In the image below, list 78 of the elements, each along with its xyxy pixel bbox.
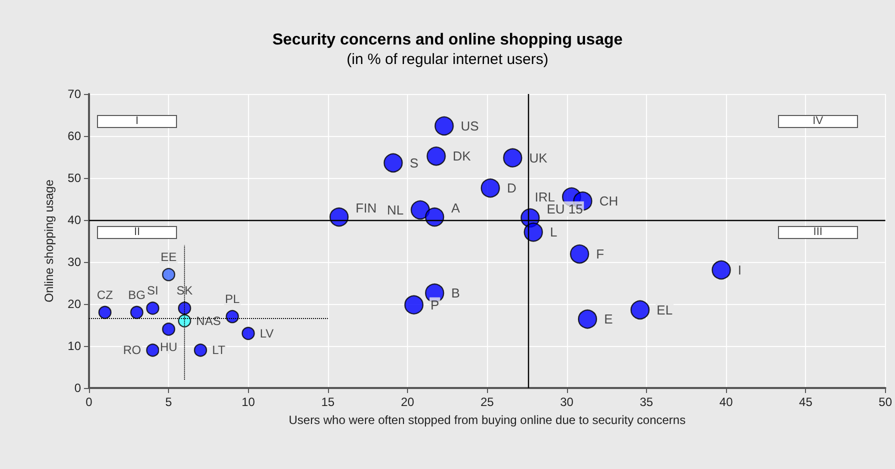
point (578, 310, 598, 329)
data-label: US (460, 118, 480, 134)
data-label: PL (224, 292, 240, 306)
data-label: BG (128, 288, 146, 302)
data-label: UK (529, 150, 548, 166)
data-label: RO (123, 343, 142, 358)
data-label: HU (160, 340, 178, 354)
data-label: NL (387, 202, 404, 218)
point (712, 260, 731, 280)
point (410, 200, 430, 220)
x-tick-label: 5 (165, 395, 172, 409)
x-tick-label: 20 (400, 395, 415, 409)
x-tick-label: 0 (86, 395, 93, 409)
data-label: A (451, 200, 460, 216)
label-box: III (778, 226, 858, 240)
data-label: FIN (356, 200, 377, 216)
x-tick-label: 30 (560, 395, 574, 409)
point (178, 302, 192, 315)
chart-title: Security concerns and online shopping usage (272, 32, 623, 48)
data-label: CH (599, 194, 618, 209)
data-label: P (430, 297, 440, 312)
chart-subtitle: (in % of regular internet users) (346, 51, 548, 68)
x-tick-label: 35 (640, 395, 654, 409)
point (130, 306, 144, 319)
point (194, 344, 208, 357)
point (404, 295, 424, 314)
point (434, 116, 454, 136)
data-label: EE (160, 250, 177, 264)
point (146, 344, 160, 357)
point (503, 148, 522, 168)
x-axis-title: Users who were often stopped from buying online due to security concerns (288, 413, 686, 427)
data-label: S (410, 155, 419, 170)
point (570, 244, 590, 264)
point (630, 300, 650, 320)
label-box: I (97, 114, 177, 128)
x-tick-label: 25 (480, 395, 494, 409)
data-label: I (738, 262, 742, 278)
data-label: LT (212, 343, 226, 358)
point (162, 268, 176, 282)
point (226, 310, 239, 324)
data-label: L (550, 224, 558, 240)
point (425, 207, 444, 227)
data-label: CZ (96, 288, 113, 302)
data-label: DK (452, 148, 472, 164)
label-box: IV (778, 114, 858, 128)
y-tick-label: 40 (68, 213, 82, 227)
y-tick-label: 60 (68, 129, 82, 143)
data-label: LV (260, 326, 274, 340)
point (384, 153, 403, 172)
y-tick-label: 70 (68, 87, 82, 101)
x-tick-label: 15 (321, 395, 335, 409)
data-label: SI (147, 284, 158, 298)
x-tick-label: 10 (242, 395, 256, 409)
x-tick-label: 50 (878, 395, 892, 409)
data-label: E (604, 312, 614, 327)
y-axis-title: Online shopping usage (42, 179, 56, 302)
point (98, 306, 112, 319)
point (426, 146, 446, 166)
point (242, 326, 255, 340)
x-tick-label: 45 (799, 395, 813, 409)
y-tick-label: 0 (74, 381, 82, 395)
data-label: B (451, 286, 460, 301)
label-box: II (97, 226, 177, 240)
y-tick-label: 30 (68, 255, 82, 269)
point (480, 178, 500, 198)
data-label: EU 15 (546, 201, 583, 216)
data-label: EL (656, 302, 673, 318)
data-label: F (596, 246, 604, 262)
data-label: D (506, 180, 516, 196)
y-tick-label: 10 (68, 339, 82, 353)
y-tick-label: 20 (68, 297, 82, 311)
y-tick-label: 50 (68, 171, 82, 185)
point (524, 222, 543, 242)
point (162, 322, 176, 336)
x-tick-label: 40 (719, 395, 734, 409)
point (329, 207, 349, 227)
data-label: SK (176, 284, 193, 298)
point (146, 302, 160, 315)
